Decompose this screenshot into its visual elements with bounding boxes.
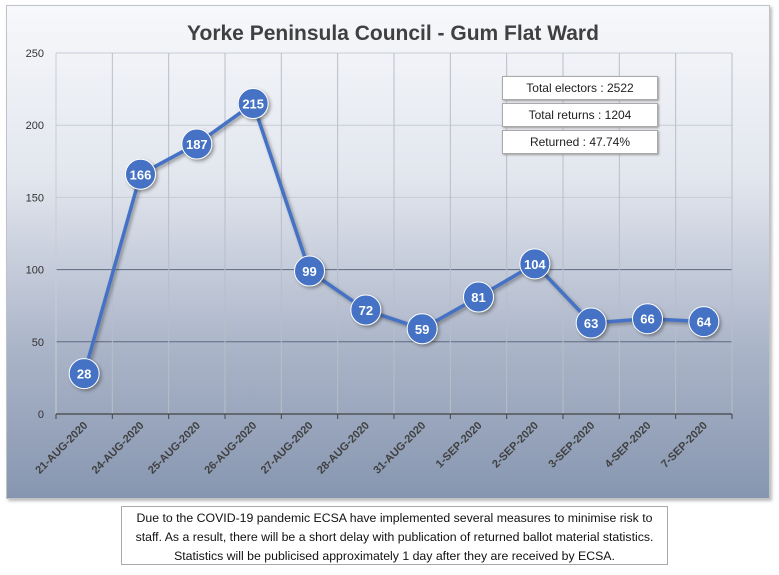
data-label: 66: [640, 312, 654, 327]
data-point: [688, 306, 720, 338]
x-tick-label: 4-SEP-2020: [603, 420, 654, 471]
x-tick-label: 28-AUG-2020: [315, 420, 372, 477]
x-tick-label: 25-AUG-2020: [146, 420, 203, 477]
data-point: [294, 255, 325, 287]
data-point: [575, 307, 607, 339]
x-tick-label: 3-SEP-2020: [546, 420, 597, 471]
data-point: [350, 294, 382, 326]
chart-title: Yorke Peninsula Council - Gum Flat Ward: [187, 22, 599, 45]
y-tick-label: 50: [32, 337, 44, 349]
returned-percentage: Returned : 47.74%: [502, 130, 658, 154]
y-tick-label: 200: [26, 120, 44, 132]
data-point: [237, 88, 269, 120]
x-tick-label: 26-AUG-2020: [202, 420, 259, 477]
covid-notice: Due to the COVID-19 pandemic ECSA have i…: [121, 506, 668, 565]
total-electors: Total electors : 2522: [502, 76, 658, 100]
x-tick-label: 2-SEP-2020: [490, 420, 541, 471]
data-label: 59: [415, 322, 429, 337]
data-point: [632, 303, 663, 335]
data-label: 81: [471, 290, 485, 305]
line-chart: Yorke Peninsula Council - Gum Flat Ward …: [26, 22, 733, 477]
data-label: 187: [186, 137, 208, 152]
x-tick-label: 1-SEP-2020: [434, 420, 485, 471]
total-returns: Total returns : 1204: [502, 103, 658, 127]
data-point: [463, 281, 494, 313]
x-tick-label: 27-AUG-2020: [259, 420, 316, 477]
y-tick-label: 0: [38, 409, 44, 421]
data-point: [519, 248, 551, 280]
data-label: 166: [130, 167, 152, 182]
data-point: [406, 313, 438, 345]
data-label: 63: [584, 316, 598, 331]
x-tick-label: 7-SEP-2020: [659, 420, 710, 471]
data-label: 99: [302, 264, 316, 279]
data-label: 72: [359, 303, 373, 318]
data-label: 28: [77, 367, 91, 382]
x-tick-label: 21-AUG-2020: [33, 420, 90, 477]
y-tick-label: 100: [26, 265, 44, 277]
data-label: 64: [697, 315, 712, 330]
y-tick-label: 250: [26, 48, 44, 60]
data-label: 215: [242, 97, 264, 112]
data-point: [68, 358, 100, 390]
data-label: 104: [524, 257, 546, 272]
data-point: [125, 158, 156, 190]
y-tick-label: 150: [26, 192, 44, 204]
data-point: [181, 128, 213, 160]
x-tick-label: 24-AUG-2020: [90, 420, 147, 477]
x-tick-label: 31-AUG-2020: [371, 420, 428, 477]
